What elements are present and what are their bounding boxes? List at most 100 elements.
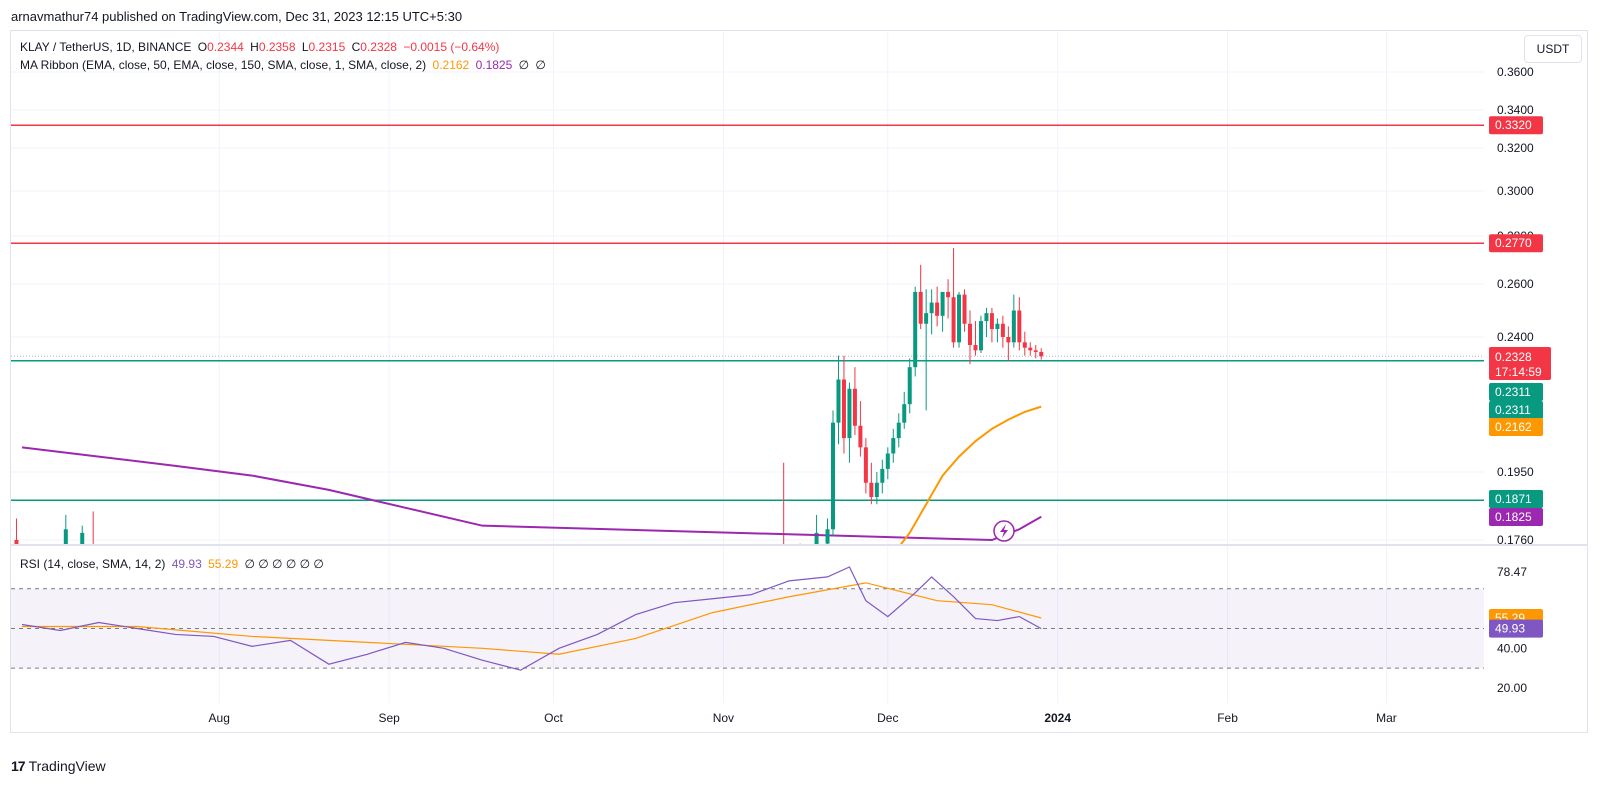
footer-brand[interactable]: 17 TradingView (11, 758, 106, 774)
currency-button[interactable]: USDT (1524, 35, 1582, 63)
close-value: 0.2328 (360, 40, 397, 54)
price-tick-label: 0.2400 (1497, 330, 1534, 344)
candle-body (836, 379, 841, 423)
rsi-tick-label: 40.00 (1497, 641, 1527, 655)
value-tag-text: 0.2311 (1495, 385, 1531, 399)
candle-body (940, 291, 945, 316)
rsi-ma-value: 55.29 (208, 557, 239, 571)
candle-body (1039, 351, 1044, 357)
change-value: −0.0015 (−0.64%) (403, 40, 500, 54)
candle-body (902, 404, 907, 423)
price-axis: 0.36000.34000.32000.30000.28000.26000.24… (1497, 65, 1534, 547)
candle-body (825, 529, 830, 544)
low-value: 0.2315 (308, 40, 346, 54)
value-tag (1489, 383, 1543, 401)
value-tag-text: 0.2162 (1495, 420, 1532, 434)
candle-body (858, 425, 863, 448)
candle-body (14, 540, 19, 544)
candle-body (946, 291, 951, 298)
candle-body (885, 453, 890, 469)
candle-body (995, 323, 1000, 330)
symbol-title[interactable]: KLAY / TetherUS, 1D, BINANCE (20, 40, 192, 54)
level-tag-text: 0.2770 (1495, 236, 1532, 250)
candle-body (891, 438, 896, 454)
price-tick-label: 0.3400 (1497, 103, 1534, 117)
ma-value-ema150: 0.1825 (475, 58, 513, 72)
ma-value-ema50: 0.2162 (432, 58, 470, 72)
candle-body (1033, 350, 1038, 352)
grid-lines (11, 31, 1484, 703)
rsi-tick-label: 78.47 (1497, 565, 1527, 579)
tradingview-logo-icon: 17 (11, 758, 26, 774)
candle-body (978, 321, 983, 351)
time-tick-label: Dec (877, 711, 898, 725)
value-tag-text: 0.2311 (1495, 403, 1531, 417)
price-tick-label: 0.3600 (1497, 65, 1534, 79)
price-tick-label: 0.1950 (1497, 465, 1534, 479)
close-label: C (351, 40, 361, 54)
low-label: L (301, 40, 309, 54)
candle-body (63, 529, 68, 544)
candle-body (918, 291, 923, 324)
value-tag (1489, 508, 1543, 526)
candle-body (847, 388, 852, 439)
candle-body (1017, 310, 1022, 343)
footer-brand-text: TradingView (28, 758, 106, 774)
candle-body (984, 313, 989, 322)
open-label: O (197, 40, 208, 54)
candle-body (880, 468, 885, 483)
rsi-value-tag (1489, 619, 1543, 638)
last-price-tag (1489, 347, 1551, 380)
candle-body (896, 422, 901, 439)
rsi-value-tag-text: 49.93 (1495, 622, 1525, 636)
time-tick-label: Feb (1217, 711, 1238, 725)
candle-body (91, 551, 95, 555)
ma-value-sma2: ∅ (535, 58, 546, 72)
ma-title[interactable]: MA Ribbon (EMA, close, 50, EMA, close, 1… (20, 58, 427, 72)
value-tag (1489, 418, 1543, 436)
value-tag-text: 0.1825 (1495, 510, 1532, 524)
ma-value-sma1: ∅ (518, 58, 530, 72)
candle-body (929, 302, 934, 314)
high-value: 0.2358 (258, 40, 296, 54)
candle-body (1011, 310, 1016, 343)
candle-body (989, 313, 994, 330)
candle-body (973, 345, 978, 351)
lightning-icon (993, 520, 1015, 542)
high-label: H (250, 40, 259, 54)
rsi-empty-values: ∅ ∅ ∅ ∅ ∅ ∅ (244, 557, 324, 571)
candle-body (962, 294, 967, 324)
candle-body (869, 482, 874, 498)
price-tick-label: 0.1760 (1497, 533, 1534, 547)
price-pane (11, 124, 1484, 561)
candle-body (968, 323, 972, 345)
level-tag (1489, 116, 1543, 135)
time-tick-label: 2024 (1044, 711, 1071, 725)
time-tick-label: Mar (1376, 711, 1397, 725)
candle-body (1006, 337, 1011, 343)
candle-body (80, 532, 85, 544)
price-legend: KLAY / TetherUS, 1D, BINANCE O0.2344 H0.… (20, 40, 502, 54)
publisher-line: arnavmathur74 published on TradingView.c… (11, 9, 463, 24)
candle-body (782, 554, 786, 561)
candle-body (852, 388, 857, 426)
price-tick-label: 0.2600 (1497, 277, 1534, 291)
rsi-title[interactable]: RSI (14, close, SMA, 14, 2) (20, 557, 166, 571)
candle-body (874, 482, 879, 498)
candle-body (957, 294, 962, 343)
candle-body (831, 422, 835, 530)
time-tick-label: Aug (209, 711, 230, 725)
time-axis: Aug Sep Oct Nov Dec 2024 Feb Mar (209, 711, 1397, 725)
rsi-tick-label: 20.00 (1497, 681, 1527, 695)
rsi-value: 49.93 (171, 557, 202, 571)
candle-body (841, 379, 846, 439)
level-tag-text: 0.3320 (1495, 118, 1532, 132)
price-tick-label: 0.3200 (1497, 141, 1534, 155)
level-tag (1489, 234, 1543, 253)
candle-body (951, 297, 956, 343)
ema50-line (899, 405, 1042, 544)
value-tag (1489, 490, 1543, 508)
